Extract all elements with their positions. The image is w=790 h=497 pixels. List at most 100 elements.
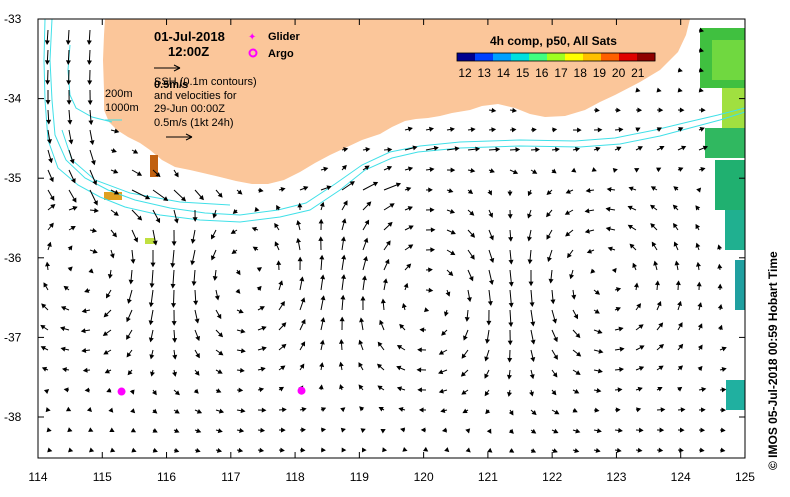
velocity-arrow [69,150,74,163]
velocity-arrow [652,242,657,250]
colorbar-cell [457,53,476,61]
velocity-arrow [615,449,621,452]
velocity-arrow [552,430,558,433]
velocity-arrow [547,210,552,216]
velocity-arrow [531,330,535,344]
velocity-arrow [447,270,453,275]
velocity-arrow [43,367,48,370]
velocity-arrow [508,370,511,379]
velocity-arrow [443,429,447,432]
velocity-arrow [629,187,636,190]
velocity-arrow [67,70,70,84]
velocity-arrow [46,408,49,411]
velocity-arrow [216,370,222,373]
velocity-arrow [279,281,282,290]
velocity-arrow [279,323,286,330]
velocity-arrow [65,388,69,391]
velocity-arrow [468,210,474,215]
velocity-arrow [88,90,91,104]
velocity-arrow [48,243,51,250]
velocity-scale-label: 0.5m/s (1kt 24h) [154,117,233,129]
velocity-arrow [657,89,661,92]
velocity-arrow [615,308,620,311]
velocity-arrow [508,190,511,195]
velocity-arrow [489,210,492,217]
velocity-arrow [510,148,519,151]
velocity-arrow [88,408,91,411]
velocity-arrow [488,190,491,195]
velocity-arrow [594,429,601,432]
velocity-arrow [88,50,91,64]
velocity-arrow [90,170,96,184]
velocity-arrow [321,186,331,190]
velocity-arrow [657,323,662,330]
velocity-arrow [549,270,552,283]
velocity-arrow [363,220,369,230]
velocity-arrow [258,388,263,391]
velocity-arrow [699,168,704,171]
velocity-arrow [678,449,683,452]
velocity-arrow [380,321,384,330]
velocity-arrow [657,168,661,171]
velocity-arrow [275,242,279,250]
velocity-arrow [529,270,532,285]
velocity-arrow [384,167,391,170]
velocity-arrow [697,188,700,191]
velocity-arrow [300,364,304,370]
velocity-arrow [258,347,266,350]
velocity-arrow [340,318,343,330]
velocity-arrow [594,350,602,353]
colorbar-title: 4h comp, p50, All Sats [490,34,617,48]
velocity-arrow [531,350,535,361]
velocity-arrow [61,327,69,330]
velocity-arrow [63,368,69,371]
velocity-arrow [678,387,681,390]
velocity-arrow [420,328,426,331]
velocity-arrow [192,270,195,285]
velocity-arrow [86,388,90,391]
velocity-arrow [468,128,475,131]
velocity-arrow [48,190,54,200]
velocity-arrow [90,190,97,205]
velocity-arrow [678,146,685,150]
velocity-arrow [321,318,325,330]
velocity-arrow [48,170,53,181]
velocity-arrow [258,409,265,412]
x-tick-label: 125 [735,470,755,484]
velocity-arrow [568,250,573,257]
velocity-arrow [46,30,49,44]
velocity-arrow [340,385,343,390]
velocity-arrow [466,429,469,432]
velocity-arrow [342,448,345,451]
velocity-arrow [88,30,91,44]
velocity-arrow [321,341,324,350]
velocity-arrow [171,270,174,288]
velocity-arrow [636,346,644,350]
velocity-arrow [174,390,179,395]
velocity-arrow [216,429,222,432]
velocity-arrow [405,264,410,270]
velocity-arrow [279,345,286,350]
velocity-arrow [678,108,683,111]
velocity-arrow [630,244,636,250]
velocity-arrow [67,30,70,44]
velocity-arrow [636,108,641,111]
colorbar-cell [583,53,602,61]
velocity-arrow [657,366,663,370]
velocity-arrow [594,290,599,294]
velocity-arrow [608,188,615,191]
velocity-arrow [531,128,536,131]
velocity-arrow [678,366,682,370]
ssh-contours-label: SSH (0.1m contours) [154,76,257,88]
velocity-arrow [258,189,263,192]
velocity-arrow [440,350,447,354]
velocity-arrow [174,410,179,413]
velocity-arrow [720,428,725,431]
velocity-arrow [174,170,178,177]
velocity-arrow [384,260,389,270]
velocity-arrow [657,345,663,350]
velocity-arrow [216,290,219,299]
velocity-arrow [636,387,642,390]
velocity-arrow [418,388,426,391]
